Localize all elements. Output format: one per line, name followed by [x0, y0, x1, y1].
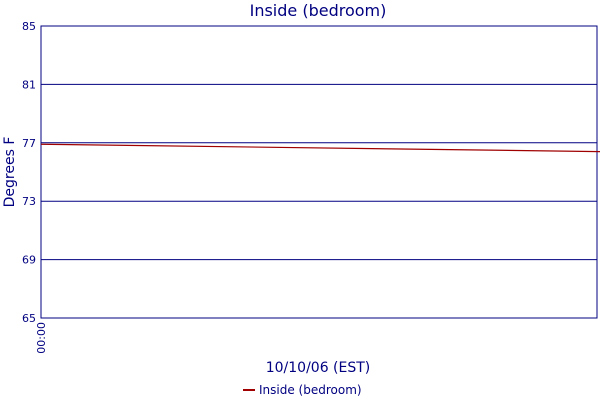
y-tick-label: 69	[22, 254, 36, 267]
y-tick-label: 81	[22, 78, 36, 91]
y-axis-label: Degrees F	[2, 137, 18, 208]
plot-area	[40, 25, 598, 319]
x-tick-label: 00:00	[35, 322, 48, 354]
y-tick-label: 77	[22, 137, 36, 150]
x-axis-label: 10/10/06 (EST)	[266, 360, 371, 376]
y-tick-label: 65	[22, 312, 36, 325]
legend-label: Inside (bedroom)	[259, 383, 362, 397]
chart-title: Inside (bedroom)	[250, 1, 387, 20]
y-tick-label: 85	[22, 20, 36, 33]
y-tick-label: 73	[22, 195, 36, 208]
